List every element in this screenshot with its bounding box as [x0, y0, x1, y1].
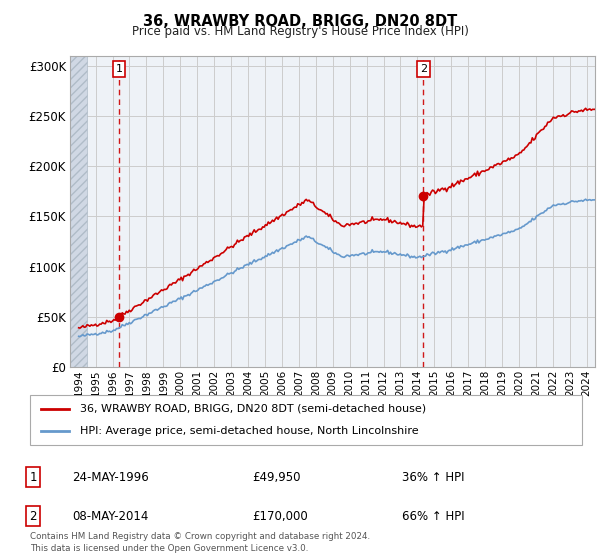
Text: £49,950: £49,950 [252, 470, 301, 484]
Text: 1: 1 [29, 470, 37, 484]
Text: 2: 2 [420, 64, 427, 74]
Text: 66% ↑ HPI: 66% ↑ HPI [402, 510, 464, 523]
Text: 1: 1 [116, 64, 122, 74]
Text: Price paid vs. HM Land Registry's House Price Index (HPI): Price paid vs. HM Land Registry's House … [131, 25, 469, 38]
Text: 36, WRAWBY ROAD, BRIGG, DN20 8DT (semi-detached house): 36, WRAWBY ROAD, BRIGG, DN20 8DT (semi-d… [80, 404, 426, 414]
Text: 36% ↑ HPI: 36% ↑ HPI [402, 470, 464, 484]
Text: 2: 2 [29, 510, 37, 523]
Text: £170,000: £170,000 [252, 510, 308, 523]
Text: 24-MAY-1996: 24-MAY-1996 [72, 470, 149, 484]
Text: 36, WRAWBY ROAD, BRIGG, DN20 8DT: 36, WRAWBY ROAD, BRIGG, DN20 8DT [143, 14, 457, 29]
Bar [70, 56, 87, 367]
Text: HPI: Average price, semi-detached house, North Lincolnshire: HPI: Average price, semi-detached house,… [80, 426, 418, 436]
Text: 08-MAY-2014: 08-MAY-2014 [72, 510, 148, 523]
FancyBboxPatch shape [30, 395, 582, 445]
Text: Contains HM Land Registry data © Crown copyright and database right 2024.
This d: Contains HM Land Registry data © Crown c… [30, 533, 370, 553]
